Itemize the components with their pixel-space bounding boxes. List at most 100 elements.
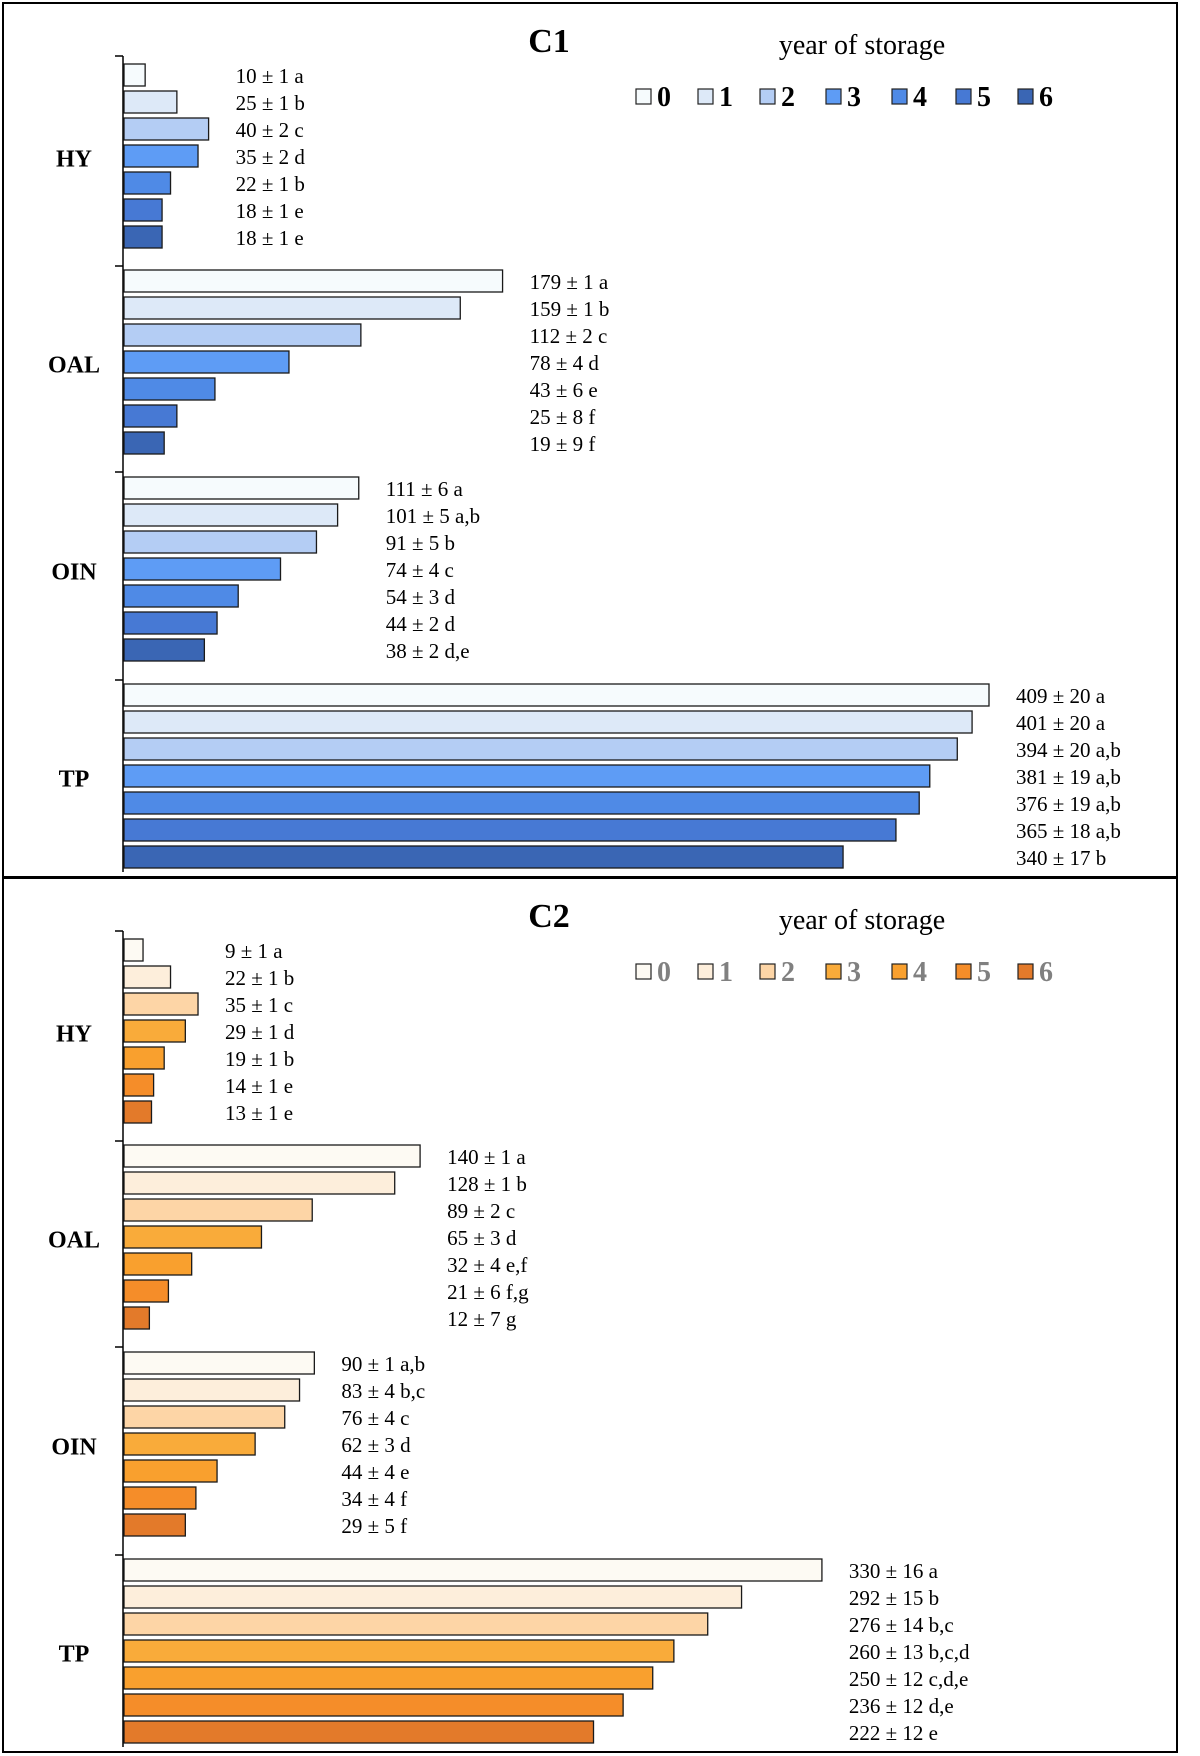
- bar-hy-year-0: [123, 938, 144, 962]
- data-label-tp-year-3: 260 ± 13 b,c,d: [849, 1640, 970, 1664]
- data-label-oin-year-5: 34 ± 4 f: [341, 1487, 407, 1511]
- data-label-hy-year-3: 35 ± 2 d: [236, 145, 306, 169]
- legend-label-2: 2: [781, 957, 795, 988]
- bar-tp-year-6: [123, 1720, 595, 1744]
- bar-tp-year-0: [123, 1558, 823, 1582]
- bar-hy-year-3: [123, 144, 199, 168]
- data-label-oal-year-0: 140 ± 1 a: [447, 1145, 526, 1169]
- data-label-hy-year-5: 14 ± 1 e: [225, 1074, 293, 1098]
- data-label-tp-year-4: 376 ± 19 a,b: [1016, 792, 1121, 816]
- bar-hy-year-1: [123, 90, 178, 114]
- chart-c2: C2 year of storage 0 1 2 3 4 5 6 HY 9 ± 1 a 22 ± 1 …: [48, 898, 1053, 1747]
- data-label-oin-year-2: 76 ± 4 c: [341, 1406, 409, 1430]
- legend-swatch-5: [955, 963, 972, 980]
- bar-oal-year-3: [123, 1225, 263, 1249]
- legend-label-1: 1: [719, 82, 733, 113]
- bar-oin-year-3: [123, 1432, 256, 1456]
- data-label-oin-year-4: 54 ± 3 d: [386, 585, 456, 609]
- bar-oin-year-0: [123, 1351, 315, 1375]
- data-label-oal-year-4: 32 ± 4 e,f: [447, 1253, 527, 1277]
- category-label-hy: HY: [56, 1022, 92, 1048]
- bar-oal-year-1: [123, 296, 461, 320]
- data-label-oal-year-1: 159 ± 1 b: [530, 297, 610, 321]
- legend-swatch-0: [635, 963, 652, 980]
- bar-oal-year-6: [123, 1306, 151, 1330]
- legend-label-5: 5: [977, 957, 991, 988]
- data-label-oal-year-6: 19 ± 9 f: [530, 432, 596, 456]
- bar-oal-year-4: [123, 377, 216, 401]
- legend-label-3: 3: [847, 957, 861, 988]
- data-label-oin-year-5: 44 ± 2 d: [386, 612, 456, 636]
- bar-oal-year-1: [123, 1171, 396, 1195]
- legend-swatch-1: [697, 88, 714, 105]
- bar-tp-year-0: [123, 683, 990, 707]
- bar-hy-year-2: [123, 992, 199, 1016]
- data-label-hy-year-1: 22 ± 1 b: [225, 966, 294, 990]
- data-label-oin-year-6: 38 ± 2 d,e: [386, 639, 470, 663]
- legend-label-5: 5: [977, 82, 991, 113]
- data-label-oin-year-0: 111 ± 6 a: [386, 477, 464, 501]
- bar-oin-year-2: [123, 530, 318, 554]
- legend-swatch-3: [825, 963, 842, 980]
- category-label-oin: OIN: [51, 1435, 97, 1461]
- bar-tp-year-1: [123, 710, 973, 734]
- data-label-oin-year-1: 83 ± 4 b,c: [341, 1379, 425, 1403]
- bar-oin-year-6: [123, 1513, 186, 1537]
- data-label-tp-year-2: 276 ± 14 b,c: [849, 1613, 954, 1637]
- data-label-oal-year-0: 179 ± 1 a: [530, 270, 609, 294]
- bar-tp-year-4: [123, 1666, 654, 1690]
- bar-tp-year-6: [123, 845, 844, 869]
- bar-oin-year-4: [123, 584, 239, 608]
- bar-tp-year-4: [123, 791, 920, 815]
- bar-hy-year-5: [123, 198, 163, 222]
- bar-hy-year-5: [123, 1073, 155, 1097]
- bar-tp-year-2: [123, 1612, 709, 1636]
- legend-swatch-4: [891, 963, 908, 980]
- bar-tp-year-1: [123, 1585, 743, 1609]
- bar-tp-year-2: [123, 737, 958, 761]
- legend-label-6: 6: [1039, 82, 1053, 113]
- data-label-oin-year-3: 62 ± 3 d: [341, 1433, 411, 1457]
- legend-swatch-5: [955, 88, 972, 105]
- data-label-oal-year-6: 12 ± 7 g: [447, 1307, 517, 1331]
- category-label-tp: TP: [59, 767, 90, 793]
- chart-panel-c2: C2 year of storage 0 1 2 3 4 5 6 HY 9 ± 1 a 22 ± 1 …: [2, 877, 1178, 1753]
- data-label-tp-year-5: 236 ± 12 d,e: [849, 1694, 954, 1718]
- bar-oin-year-5: [123, 611, 218, 635]
- data-label-oin-year-0: 90 ± 1 a,b: [341, 1352, 425, 1376]
- legend-label-1: 1: [719, 957, 733, 988]
- category-label-oin: OIN: [51, 560, 97, 586]
- bar-oal-year-3: [123, 350, 290, 374]
- bar-hy-year-1: [123, 965, 172, 989]
- data-label-tp-year-6: 340 ± 17 b: [1016, 846, 1106, 870]
- legend-swatch-1: [697, 963, 714, 980]
- bar-hy-year-4: [123, 171, 172, 195]
- data-label-hy-year-4: 22 ± 1 b: [236, 172, 305, 196]
- data-label-oal-year-4: 43 ± 6 e: [530, 378, 598, 402]
- legend-label-4: 4: [913, 82, 927, 113]
- bar-oin-year-6: [123, 638, 206, 662]
- legend-swatch-6: [1017, 88, 1034, 105]
- data-label-oal-year-3: 65 ± 3 d: [447, 1226, 517, 1250]
- bar-oal-year-2: [123, 1198, 313, 1222]
- legend-label-0: 0: [657, 82, 671, 113]
- bar-oin-year-1: [123, 1378, 301, 1402]
- data-label-tp-year-3: 381 ± 19 a,b: [1016, 765, 1121, 789]
- data-label-hy-year-3: 29 ± 1 d: [225, 1020, 295, 1044]
- data-label-oal-year-1: 128 ± 1 b: [447, 1172, 527, 1196]
- data-label-oin-year-1: 101 ± 5 a,b: [386, 504, 480, 528]
- bar-tp-year-3: [123, 1639, 675, 1663]
- chart-title: C2: [528, 898, 570, 935]
- legend-label-4: 4: [913, 957, 927, 988]
- bar-oin-year-1: [123, 503, 339, 527]
- data-label-hy-year-2: 40 ± 2 c: [236, 118, 304, 142]
- bar-oin-year-0: [123, 476, 360, 500]
- data-label-tp-year-4: 250 ± 12 c,d,e: [849, 1667, 968, 1691]
- bar-hy-year-6: [123, 225, 163, 249]
- data-label-oin-year-2: 91 ± 5 b: [386, 531, 455, 555]
- data-label-tp-year-0: 330 ± 16 a: [849, 1559, 939, 1583]
- data-label-tp-year-2: 394 ± 20 a,b: [1016, 738, 1121, 762]
- legend-swatch-4: [891, 88, 908, 105]
- bar-hy-year-4: [123, 1046, 165, 1070]
- data-label-hy-year-5: 18 ± 1 e: [236, 199, 304, 223]
